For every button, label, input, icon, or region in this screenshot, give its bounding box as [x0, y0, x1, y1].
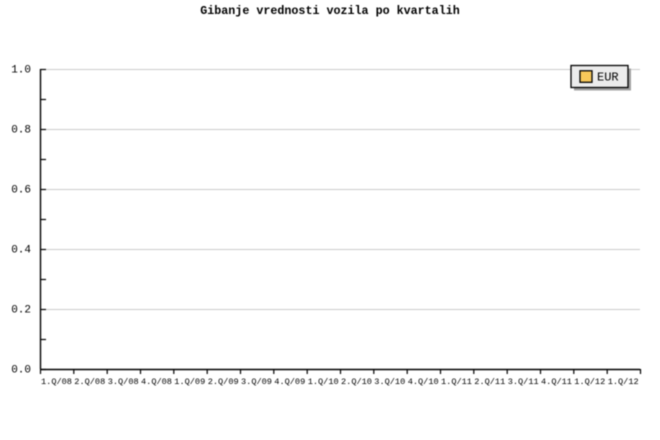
- svg-text:4.Q/10: 4.Q/10: [408, 377, 439, 387]
- svg-text:1.Q/12: 1.Q/12: [574, 377, 605, 387]
- svg-text:0.2: 0.2: [11, 305, 31, 317]
- svg-text:0.4: 0.4: [11, 245, 31, 257]
- svg-text:4.Q/11: 4.Q/11: [541, 377, 572, 387]
- svg-text:0.0: 0.0: [11, 365, 31, 377]
- svg-text:1.Q/12: 1.Q/12: [608, 377, 639, 387]
- svg-text:0.6: 0.6: [11, 185, 31, 197]
- svg-text:1.Q/08: 1.Q/08: [41, 377, 72, 387]
- svg-text:2.Q/10: 2.Q/10: [341, 377, 372, 387]
- svg-text:3.Q/08: 3.Q/08: [108, 377, 139, 387]
- svg-text:3.Q/10: 3.Q/10: [374, 377, 405, 387]
- svg-text:1.Q/10: 1.Q/10: [308, 377, 339, 387]
- svg-text:EUR: EUR: [597, 71, 619, 85]
- svg-text:2.Q/09: 2.Q/09: [208, 377, 239, 387]
- svg-text:0.8: 0.8: [11, 125, 31, 137]
- svg-text:3.Q/11: 3.Q/11: [508, 377, 539, 387]
- svg-text:3.Q/09: 3.Q/09: [241, 377, 272, 387]
- svg-text:1.Q/09: 1.Q/09: [174, 377, 205, 387]
- svg-text:2.Q/08: 2.Q/08: [74, 377, 105, 387]
- svg-text:1.0: 1.0: [11, 65, 31, 77]
- svg-text:2.Q/11: 2.Q/11: [474, 377, 505, 387]
- svg-text:1.Q/11: 1.Q/11: [441, 377, 472, 387]
- svg-text:4.Q/08: 4.Q/08: [141, 377, 172, 387]
- svg-text:4.Q/09: 4.Q/09: [274, 377, 305, 387]
